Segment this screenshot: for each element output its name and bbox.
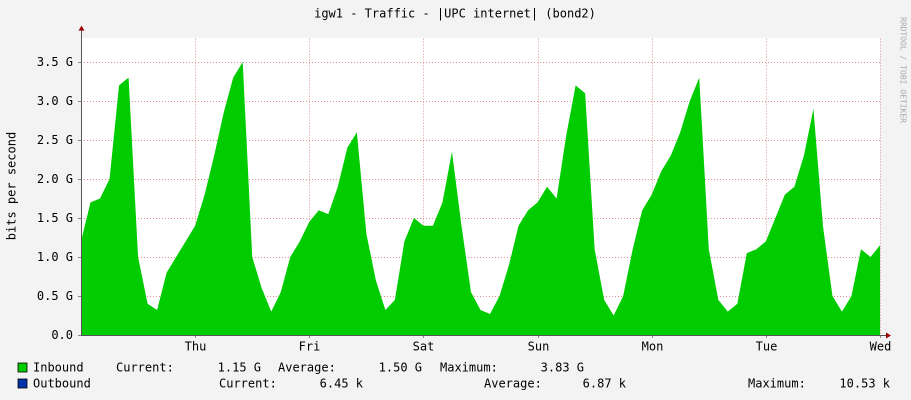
legend-stat-label: Current: [219, 377, 277, 391]
x-tick-label: Tue [756, 340, 778, 354]
y-tick-label: 2.5 G [37, 133, 73, 147]
x-tick-label: Fri [299, 340, 321, 354]
legend-swatch [17, 378, 28, 389]
y-axis-label: bits per second [5, 132, 19, 240]
legend-stat-value: 1.50 G [379, 361, 422, 375]
y-tick-label: 0.5 G [37, 289, 73, 303]
legend-swatch [17, 362, 28, 373]
x-axis-arrow [886, 332, 891, 339]
legend-stat-label: Maximum: [440, 361, 498, 375]
legend-stat-label: Average: [484, 377, 542, 391]
legend-stat-value: 10.53 k [839, 377, 890, 391]
x-tick-label: Thu [185, 340, 207, 354]
y-axis-arrow [78, 25, 85, 31]
legend-stat-value: 3.83 G [541, 361, 584, 375]
legend-stat-label: Maximum: [748, 377, 806, 391]
x-tick-label: Mon [642, 340, 664, 354]
legend-stat-value: 6.45 k [320, 377, 364, 391]
y-tick-label: 3.0 G [37, 94, 73, 108]
watermark: RRDTOOL / TOBI OETIKER [899, 17, 908, 123]
x-tick-label: Sun [528, 340, 550, 354]
x-tick-label: Wed [870, 340, 892, 354]
x-tick-label: Sat [413, 340, 435, 354]
legend-label: Inbound [33, 361, 84, 375]
y-tick-label: 2.0 G [37, 172, 73, 186]
legend-stat-value: 1.15 G [218, 361, 261, 375]
legend-stat-label: Average: [278, 361, 336, 375]
y-tick-label: 1.0 G [37, 250, 73, 264]
legend-stat-value: 6.87 k [583, 377, 627, 391]
y-tick-label: 3.5 G [37, 55, 73, 69]
chart-title: igw1 - Traffic - |UPC internet| (bond2) [314, 7, 596, 21]
y-tick-label: 1.5 G [37, 211, 73, 225]
legend-stat-label: Current: [116, 361, 174, 375]
area [81, 62, 880, 335]
legend-label: Outbound [33, 377, 91, 391]
y-tick-label: 0.0 [51, 328, 73, 342]
